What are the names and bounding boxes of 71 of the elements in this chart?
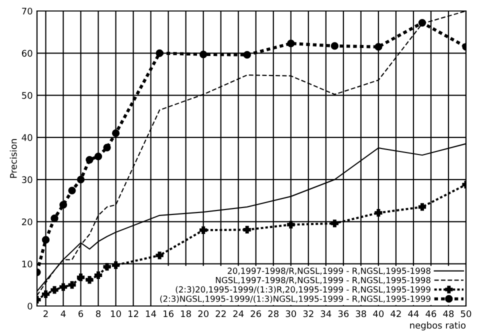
y-tick-label: 60	[22, 50, 32, 57]
point	[243, 51, 251, 59]
y-tick-label: 50	[22, 92, 32, 99]
y-tick-label: 30	[22, 176, 32, 184]
x-tick-label: 2	[44, 310, 48, 318]
x-tick-label: 18	[181, 310, 191, 318]
point	[330, 42, 338, 50]
x-tick-label: 16	[164, 310, 174, 318]
x-tick-label: 14	[146, 310, 156, 318]
point	[50, 214, 58, 222]
x-tick-label: 48	[443, 310, 454, 318]
y-axis-title: Precision	[10, 139, 17, 178]
point	[287, 40, 295, 48]
point	[59, 201, 68, 209]
point	[76, 176, 85, 184]
legend-label: NGSL,1997-1998/R,NGSL,1999 - R,NGSL,1995-1998	[216, 276, 430, 284]
point	[76, 274, 85, 282]
legend-label: 20,1997-1998/R,NGSL,1999 - R,NGSL,1995-1998	[228, 268, 430, 275]
point	[103, 144, 111, 152]
point	[94, 271, 102, 280]
point	[103, 262, 111, 271]
legend-label: (2:3)NGSL,1995-1999/(1:3)NGSL,1995-1999 - R,NGSL,1995-1999	[160, 295, 430, 303]
point	[287, 220, 295, 228]
x-axis-title: negbos ratio	[410, 322, 466, 330]
y-tick-label: 70	[22, 8, 32, 15]
x-tick-label: 42	[390, 310, 401, 318]
x-tick-label: 6	[78, 310, 84, 318]
y-tick-label: 40	[22, 134, 32, 141]
x-tick-label: 20	[198, 310, 208, 318]
x-tick-label: 44	[408, 310, 419, 318]
point	[112, 261, 120, 269]
point	[42, 290, 50, 298]
point	[156, 252, 164, 260]
x-tick-label: 8	[96, 310, 101, 318]
point	[418, 18, 426, 27]
x-tick-label: 32	[303, 310, 314, 318]
point	[94, 152, 102, 160]
point	[374, 209, 382, 217]
point	[112, 129, 120, 138]
x-tick-label: 10	[111, 310, 121, 318]
x-tick-label: 38	[356, 310, 366, 318]
point	[86, 156, 94, 164]
point	[243, 226, 251, 234]
x-tick-label: 12	[128, 310, 138, 318]
point	[68, 186, 76, 194]
point	[374, 43, 382, 51]
x-tick-label: 40	[373, 310, 384, 318]
point	[200, 226, 208, 234]
x-tick-label: 26	[250, 310, 262, 318]
x-tick-label: 34	[320, 310, 332, 318]
x-tick-label: 46	[426, 310, 436, 318]
x-tick-label: 30	[286, 310, 296, 318]
point	[50, 286, 58, 294]
y-tick-label: 10	[22, 260, 32, 268]
point	[59, 283, 68, 291]
x-tick-label: 22	[216, 310, 226, 318]
point	[156, 49, 164, 57]
point	[330, 220, 338, 228]
y-tick-label: 20	[22, 218, 32, 226]
x-tick-label: 24	[233, 310, 244, 318]
point	[418, 203, 426, 211]
legend-label: (2:3)20,1995-1999/(1:3)R,20,1995-1999 - R,NGSL,1995-1999	[176, 286, 430, 294]
x-tick-label: 4	[60, 310, 66, 318]
point	[68, 281, 76, 289]
point	[200, 50, 208, 58]
y-tick-label: 0	[28, 302, 32, 310]
point	[42, 236, 50, 244]
point	[86, 276, 94, 284]
x-tick-label: 28	[268, 310, 279, 318]
x-tick-label: 36	[338, 310, 349, 318]
x-tick-label: 50	[460, 310, 472, 318]
